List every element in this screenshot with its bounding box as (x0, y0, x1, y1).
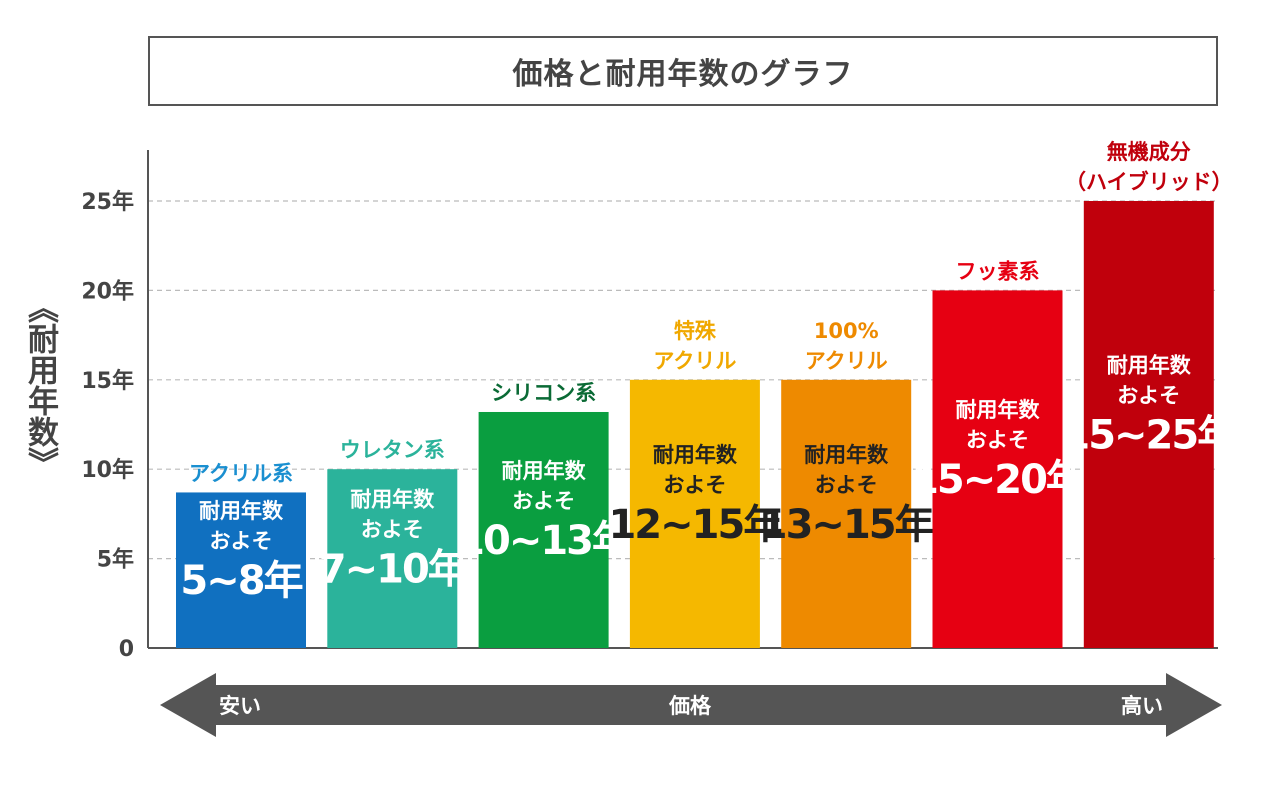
price-arrow (160, 673, 1222, 737)
bar-range-label: 7~10年 (319, 547, 467, 593)
y-tick-label: 25年 (81, 189, 134, 215)
bar-inner-label: およそ (210, 529, 273, 553)
bar (478, 411, 609, 648)
bar-inner-label: およそ (361, 518, 424, 542)
bar-inner-label: 耐用年数 (502, 459, 587, 483)
bar-inner-label: およそ (663, 473, 726, 497)
bar-category-label: 無機成分 (1107, 140, 1191, 164)
bar-inner-label: およそ (966, 428, 1029, 452)
bar (176, 492, 306, 648)
bar-category-label: （ハイブリッド） (1065, 170, 1233, 194)
bar-range-label: 13~15年 (760, 502, 934, 548)
bar-range-label: 12~15年 (608, 502, 782, 548)
bar-inner-label: およそ (512, 489, 575, 513)
y-tick-label: 15年 (81, 368, 134, 394)
bar-inner-label: 耐用年数 (199, 499, 284, 523)
bar (781, 379, 912, 648)
bar-range-label: 10~13年 (457, 518, 631, 564)
y-tick-label: 0 (119, 637, 134, 662)
bar-inner-label: 耐用年数 (804, 443, 889, 467)
bar-inner-label: 耐用年数 (653, 443, 738, 467)
bar-inner-label: 耐用年数 (350, 488, 435, 512)
bar (629, 379, 760, 648)
bar-range-label: 5~8年 (180, 558, 302, 604)
price-high-label: 高い (1121, 694, 1163, 718)
bar-inner-label: およそ (815, 473, 878, 497)
bar-inner-label: およそ (1117, 384, 1180, 408)
bar-category-label: シリコン系 (491, 381, 596, 405)
bar-category-label: 100% (814, 319, 879, 343)
price-low-label: 安い (219, 694, 261, 718)
y-axis-label: 《耐用年数》 (22, 292, 58, 478)
y-tick-label: 20年 (81, 278, 134, 304)
bar-range-label: 15~20年 (911, 457, 1085, 503)
bar-inner-label: 耐用年数 (956, 398, 1041, 422)
bar (327, 469, 458, 648)
y-tick-label: 5年 (97, 547, 134, 573)
bar-inner-label: 耐用年数 (1107, 354, 1192, 378)
price-axis-label: 価格 (668, 694, 712, 718)
bar-category-label: ウレタン系 (340, 438, 445, 462)
bar-category-label: フッ素系 (956, 259, 1040, 283)
chart-title: 価格と耐用年数のグラフ (148, 36, 1218, 106)
y-tick-label: 10年 (81, 457, 134, 483)
bar (932, 290, 1063, 648)
bar-category-label: アクリル (653, 349, 736, 373)
bar-category-label: アクリル (805, 349, 888, 373)
bar-range-label: 15~25年 (1062, 413, 1236, 459)
bar (1083, 201, 1214, 648)
bar-category-label: 特殊 (674, 319, 717, 343)
bar-category-label: アクリル系 (189, 461, 293, 485)
